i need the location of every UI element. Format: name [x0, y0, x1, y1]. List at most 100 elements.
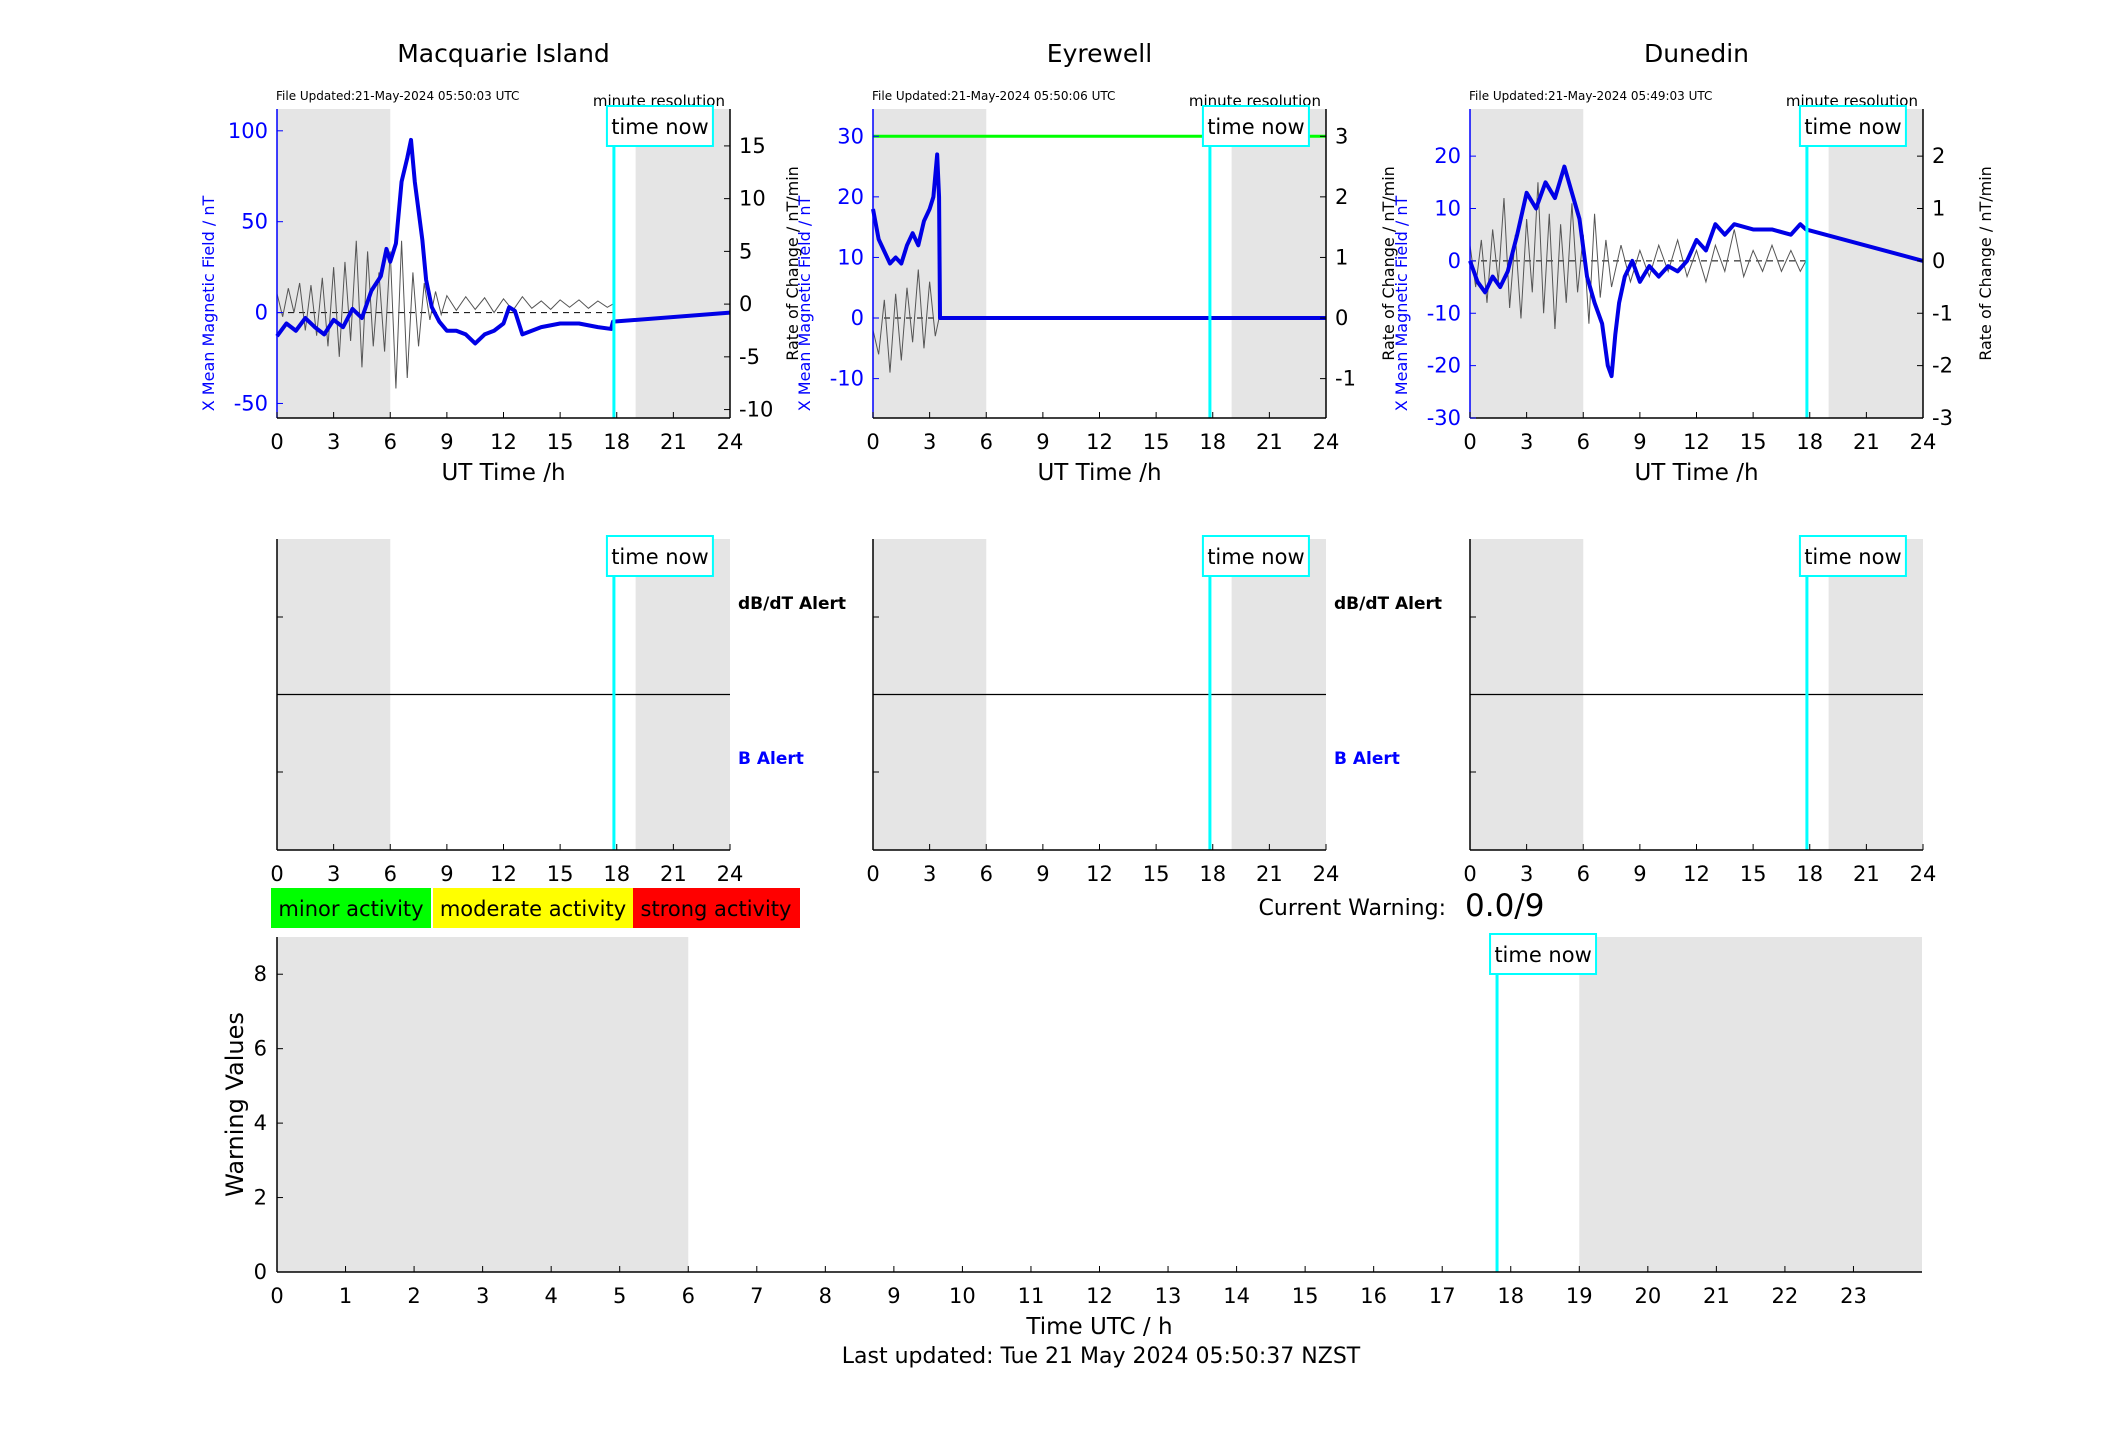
x-axis-label: Time UTC / h	[1025, 1314, 1172, 1340]
time-now-box	[1798, 105, 1907, 147]
x-tick-label: 21	[1853, 430, 1880, 454]
x-tick-label: 1	[339, 1284, 352, 1308]
x-tick-label: 0	[270, 1284, 283, 1308]
x-tick-label: 12	[1086, 430, 1113, 454]
dbdt-alert-label: dB/dT Alert	[738, 594, 846, 614]
x-tick-label: 15	[1740, 862, 1767, 886]
left-tick-label: 10	[837, 245, 864, 269]
x-tick-label: 21	[1256, 430, 1283, 454]
y-axis-label: Warning Values	[221, 1012, 249, 1197]
x-tick-label: 18	[1199, 430, 1226, 454]
right-tick-label: -1	[1335, 367, 1356, 391]
legend-minor-label: minor activity	[278, 897, 423, 921]
time-now-label: time now	[611, 115, 708, 139]
x-tick-label: 15	[1143, 430, 1170, 454]
shaded-region	[1579, 937, 1922, 1272]
time-now-box	[1201, 105, 1310, 147]
x-tick-label: 3	[327, 862, 340, 886]
left-tick-label: 10	[1434, 197, 1461, 221]
left-axis-label: X Mean Magnetic Field / nT	[795, 196, 814, 412]
x-tick-label: 8	[819, 1284, 832, 1308]
x-tick-label: 10	[949, 1284, 976, 1308]
left-axis-label: X Mean Magnetic Field / nT	[199, 196, 218, 412]
time-now-box	[1201, 535, 1310, 577]
left-tick-label: 0	[1448, 249, 1461, 273]
rate-of-change-line	[276, 240, 614, 389]
y-tick-label: 4	[254, 1111, 267, 1135]
right-tick-label: 10	[739, 187, 766, 211]
x-tick-label: 0	[1463, 862, 1476, 886]
right-tick-label: 1	[1932, 197, 1945, 221]
dbdt-alert-label: dB/dT Alert	[1334, 594, 1442, 614]
alert-chart-1: time now 0 3 6 9 12 15 18 21 24 dB/dT Alert B Alert	[866, 535, 1442, 886]
time-now-box	[605, 105, 714, 147]
x-tick-label: 24	[1313, 430, 1340, 454]
time-now-label: time now	[1494, 943, 1591, 967]
x-tick-label: 12	[1086, 862, 1113, 886]
right-tick-label: 0	[1335, 306, 1348, 330]
x-tick-label: 14	[1223, 1284, 1250, 1308]
x-tick-label: 13	[1155, 1284, 1182, 1308]
x-tick-label: 12	[490, 430, 517, 454]
left-tick-label: 0	[851, 306, 864, 330]
left-tick-label: -50	[234, 391, 268, 415]
shaded-region	[277, 109, 391, 418]
rate-of-change-line	[1469, 182, 1807, 329]
x-tick-label: 12	[490, 862, 517, 886]
x-tick-label: 12	[1683, 430, 1710, 454]
x-tick-label: 21	[660, 862, 687, 886]
right-tick-label: -5	[739, 345, 760, 369]
current-warning-value: 0.0/9	[1465, 888, 1544, 924]
x-axis-label: UT Time /h	[441, 460, 565, 486]
x-tick-label: 4	[544, 1284, 557, 1308]
x-tick-label: 24	[717, 430, 744, 454]
alert-chart-0: time now 0 3 6 9 12 15 18 21 24 dB/dT Alert B Alert	[270, 535, 846, 886]
x-tick-label: 15	[547, 430, 574, 454]
shaded-region	[1828, 109, 1923, 418]
right-tick-label: 2	[1335, 185, 1348, 209]
left-tick-label: -10	[830, 367, 864, 391]
station-plots: Macquarie Island File Updated:21-May-2024…	[199, 39, 1995, 486]
x-tick-label: 15	[1740, 430, 1767, 454]
shaded-region	[277, 937, 689, 1272]
station-title: Macquarie Island	[397, 39, 610, 68]
alert-plots: time now 0 3 6 9 12 15 18 21 24 dB/dT Alert B Alert…	[270, 535, 1936, 886]
y-tick-label: 8	[254, 962, 267, 986]
x-tick-label: 6	[384, 862, 397, 886]
x-tick-label: 0	[270, 862, 283, 886]
x-tick-label: 18	[603, 430, 630, 454]
right-tick-label: 3	[1335, 124, 1348, 148]
mean-field-line	[275, 137, 731, 346]
x-tick-label: 9	[1036, 862, 1049, 886]
time-now-box	[1489, 933, 1598, 975]
file-updated: File Updated:21-May-2024 05:49:03 UTC	[1469, 89, 1712, 103]
right-tick-label: 0	[739, 292, 752, 316]
x-tick-label: 5	[613, 1284, 626, 1308]
x-tick-label: 6	[1577, 862, 1590, 886]
current-warning-label: Current Warning:	[1259, 896, 1446, 921]
x-tick-label: 6	[980, 430, 993, 454]
x-tick-label: 15	[1143, 862, 1170, 886]
file-updated: File Updated:21-May-2024 05:50:06 UTC	[872, 89, 1115, 103]
legend-strong-swatch	[633, 888, 800, 928]
x-tick-label: 16	[1360, 1284, 1387, 1308]
x-tick-label: 18	[1199, 862, 1226, 886]
x-tick-label: 21	[1703, 1284, 1730, 1308]
x-tick-label: 9	[1633, 430, 1646, 454]
station-title: Eyrewell	[1047, 39, 1152, 68]
x-tick-label: 9	[1633, 862, 1646, 886]
x-tick-label: 12	[1086, 1284, 1113, 1308]
right-tick-label: -1	[1932, 301, 1953, 325]
x-tick-label: 3	[923, 430, 936, 454]
x-tick-label: 21	[1256, 862, 1283, 886]
station-title: Dunedin	[1644, 39, 1749, 68]
x-tick-label: 6	[980, 862, 993, 886]
left-tick-label: 30	[837, 124, 864, 148]
x-tick-label: 9	[440, 862, 453, 886]
x-tick-label: 24	[1313, 862, 1340, 886]
x-tick-label: 20	[1634, 1284, 1661, 1308]
x-axis-label: UT Time /h	[1037, 460, 1161, 486]
y-tick-label: 6	[254, 1037, 267, 1061]
x-tick-label: 3	[923, 862, 936, 886]
